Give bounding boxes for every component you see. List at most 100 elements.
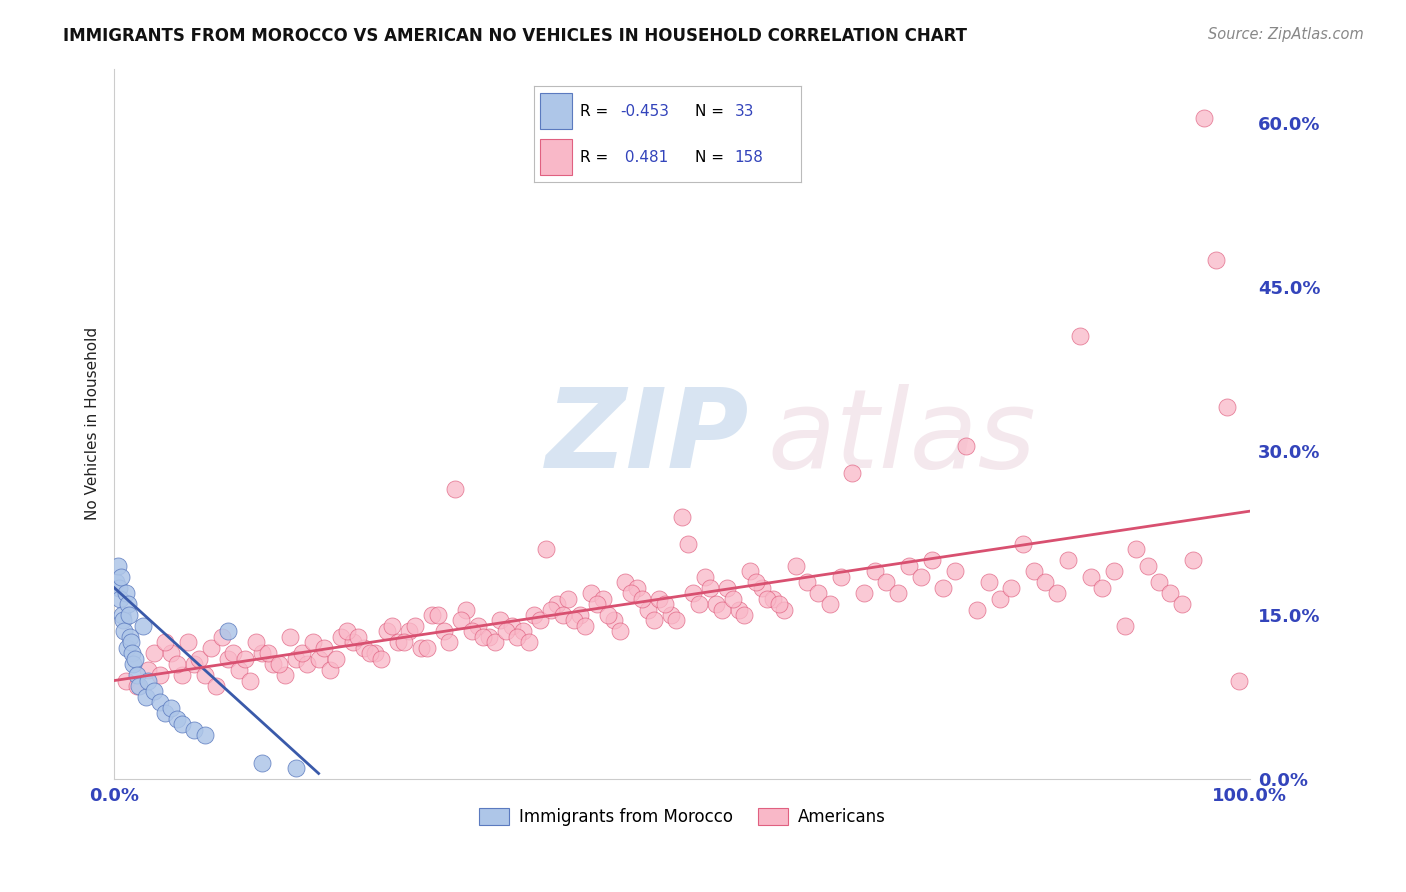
- Point: [432, 624, 454, 639]
- Y-axis label: No Vehicles in Household: No Vehicles in Household: [86, 327, 100, 520]
- Point: [785, 558, 807, 573]
- Point: [308, 651, 330, 665]
- Point: [734, 607, 756, 622]
- Point: [977, 575, 1000, 590]
- Point: [1022, 564, 1045, 578]
- Point: [796, 575, 818, 590]
- Point: [773, 602, 796, 616]
- Point: [626, 581, 648, 595]
- Point: [461, 624, 484, 639]
- Point: [256, 646, 278, 660]
- Point: [250, 646, 273, 660]
- Point: [437, 635, 460, 649]
- Point: [768, 597, 790, 611]
- Point: [910, 570, 932, 584]
- Point: [353, 640, 375, 655]
- Point: [278, 630, 301, 644]
- Point: [325, 651, 347, 665]
- Point: [1000, 581, 1022, 595]
- Point: [762, 591, 785, 606]
- Point: [603, 614, 626, 628]
- Point: [267, 657, 290, 672]
- Point: [740, 564, 762, 578]
- Point: [112, 614, 135, 628]
- Point: [727, 602, 749, 616]
- Legend: Immigrants from Morocco, Americans: Immigrants from Morocco, Americans: [470, 800, 894, 835]
- Point: [183, 723, 205, 737]
- Point: [444, 483, 467, 497]
- Point: [155, 635, 177, 649]
- Point: [875, 575, 897, 590]
- Point: [105, 575, 128, 590]
- Point: [756, 591, 779, 606]
- Point: [420, 607, 443, 622]
- Point: [336, 624, 359, 639]
- Point: [484, 635, 506, 649]
- Point: [297, 657, 319, 672]
- Point: [501, 619, 523, 633]
- Point: [898, 558, 921, 573]
- Point: [1114, 619, 1136, 633]
- Point: [631, 591, 654, 606]
- Point: [262, 657, 284, 672]
- Point: [721, 591, 744, 606]
- Point: [125, 679, 148, 693]
- Point: [194, 728, 217, 742]
- Point: [194, 668, 217, 682]
- Text: atlas: atlas: [768, 384, 1036, 491]
- Point: [319, 663, 342, 677]
- Point: [359, 646, 381, 660]
- Point: [205, 679, 228, 693]
- Point: [1011, 537, 1033, 551]
- Point: [495, 624, 517, 639]
- Point: [887, 586, 910, 600]
- Point: [1194, 111, 1216, 125]
- Point: [534, 542, 557, 557]
- Point: [506, 630, 529, 644]
- Point: [121, 646, 143, 660]
- Point: [128, 679, 150, 693]
- Point: [239, 673, 262, 688]
- Text: ZIP: ZIP: [546, 384, 749, 491]
- Point: [172, 668, 194, 682]
- Point: [665, 614, 688, 628]
- Point: [614, 575, 637, 590]
- Point: [830, 570, 852, 584]
- Point: [1102, 564, 1125, 578]
- Point: [370, 651, 392, 665]
- Point: [637, 602, 659, 616]
- Point: [598, 607, 620, 622]
- Point: [579, 586, 602, 600]
- Point: [1182, 553, 1205, 567]
- Point: [1216, 401, 1239, 415]
- Point: [426, 607, 449, 622]
- Point: [807, 586, 830, 600]
- Point: [124, 651, 146, 665]
- Point: [932, 581, 955, 595]
- Point: [586, 597, 609, 611]
- Point: [699, 581, 721, 595]
- Point: [200, 640, 222, 655]
- Point: [1035, 575, 1057, 590]
- Point: [142, 646, 165, 660]
- Point: [314, 640, 336, 655]
- Point: [1159, 586, 1181, 600]
- Point: [620, 586, 643, 600]
- Point: [342, 635, 364, 649]
- Point: [574, 619, 596, 633]
- Point: [364, 646, 387, 660]
- Point: [160, 646, 183, 660]
- Point: [122, 657, 145, 672]
- Point: [166, 712, 188, 726]
- Point: [409, 640, 432, 655]
- Point: [1080, 570, 1102, 584]
- Point: [472, 630, 495, 644]
- Point: [284, 761, 307, 775]
- Point: [671, 509, 693, 524]
- Point: [529, 614, 551, 628]
- Point: [478, 630, 501, 644]
- Point: [1205, 252, 1227, 267]
- Point: [562, 614, 585, 628]
- Point: [415, 640, 437, 655]
- Point: [117, 597, 139, 611]
